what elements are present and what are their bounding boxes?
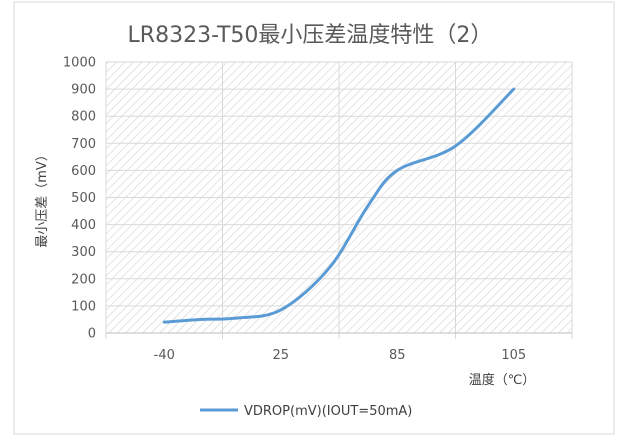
x-tick-label: 105 (501, 348, 526, 363)
y-tick-label: 400 (71, 218, 96, 233)
y-tick-label: 500 (71, 191, 96, 206)
x-axis-label: 温度（℃） (469, 372, 536, 388)
y-tick-label: 300 (71, 245, 96, 260)
y-axis-label: 最小压差（mV） (35, 148, 50, 248)
y-tick-label: 600 (71, 164, 96, 179)
y-tick-label: 700 (71, 137, 96, 152)
grid-lines (105, 61, 573, 339)
legend-label: VDROP(mV)(IOUT=50mA) (244, 404, 412, 419)
y-tick-label: 900 (71, 83, 96, 98)
x-tick-label: -40 (154, 348, 175, 363)
x-tick-label: 85 (389, 348, 406, 363)
x-tick-label: 25 (272, 348, 289, 363)
y-tick-label: 800 (71, 110, 96, 125)
series-line-vdrop (162, 87, 516, 324)
y-tick-label: 200 (71, 272, 96, 287)
x-axis-ticks: -40 25 85 105 (154, 348, 527, 363)
chart-title: LR8323-T50最小压差温度特性（2） (128, 23, 493, 48)
y-axis-ticks: 0 100 200 300 400 500 600 700 800 900 1000 (63, 56, 96, 342)
y-tick-label: 0 (88, 327, 96, 342)
legend: VDROP(mV)(IOUT=50mA) (200, 404, 412, 419)
y-tick-label: 1000 (63, 56, 96, 71)
y-tick-label: 100 (71, 299, 96, 314)
